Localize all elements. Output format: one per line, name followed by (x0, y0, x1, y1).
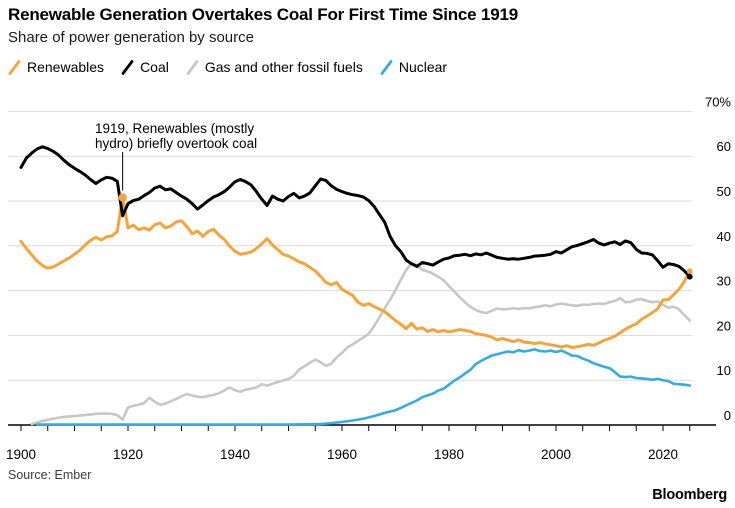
renewables-legend-slash-icon (8, 59, 21, 75)
x-axis-label-2000: 2000 (541, 447, 571, 462)
y-axis-label-20: 20 (717, 318, 731, 333)
legend-item-nuclear: Nuclear (380, 59, 447, 75)
series-line-coal (19, 145, 692, 279)
legend-item-renewables: Renewables (8, 59, 104, 75)
legend-item-coal: Coal (121, 59, 169, 75)
chart-title: Renewable Generation Overtakes Coal For … (8, 5, 518, 24)
y-axis-label-0: 0 (724, 408, 731, 423)
legend-item-gas-and-other-fossil-fuels: Gas and other fossil fuels (186, 59, 363, 75)
gas-and-other-fossil-fuels-legend-slash-icon (186, 59, 199, 75)
chart-annotation: 1919, Renewables (mostly hydro) briefly … (95, 121, 257, 151)
series-line-nuclear (35, 347, 692, 426)
chart-subtitle: Share of power generation by source (8, 29, 254, 46)
legend-label-nuclear: Nuclear (398, 59, 448, 75)
y-axis-label-30: 30 (717, 274, 731, 289)
y-axis-label-50: 50 (717, 184, 731, 199)
annotation-1919-dot (118, 193, 127, 202)
annotation-line-2: hydro) briefly overtook coal (95, 136, 258, 151)
chart-legend: Renewables Coal Gas and other fossil fuels… (8, 59, 447, 75)
source-credit: Source: Ember (8, 468, 92, 482)
y-axis-label-10: 10 (717, 363, 731, 378)
x-axis-label-1960: 1960 (327, 447, 357, 462)
series-line-gas-and-other-fossil-fuels (30, 261, 692, 426)
legend-label-renewables: Renewables (27, 59, 105, 75)
nuclear-legend-slash-icon (380, 59, 393, 75)
end-dot-renewables (686, 268, 693, 275)
legend-label-gas-and-other-fossil-fuels: Gas and other fossil fuels (204, 59, 363, 75)
x-axis-label-1900: 1900 (6, 447, 36, 462)
y-axis-label-60: 60 (717, 139, 731, 154)
annotation-line-1: 1919, Renewables (mostly (95, 121, 255, 136)
coal-legend-slash-icon (121, 59, 134, 75)
x-axis-label-1940: 1940 (220, 447, 250, 462)
x-axis-label-1980: 1980 (434, 447, 464, 462)
bloomberg-logo: Bloomberg (652, 487, 727, 503)
end-dot-coal (686, 273, 693, 280)
x-axis-label-2020: 2020 (648, 447, 678, 462)
x-axis-label-1920: 1920 (113, 447, 143, 462)
y-axis-label-40: 40 (717, 229, 731, 244)
legend-label-coal: Coal (140, 59, 169, 75)
series-line-renewables (19, 195, 692, 349)
y-axis-label-70: 70% (705, 94, 731, 109)
